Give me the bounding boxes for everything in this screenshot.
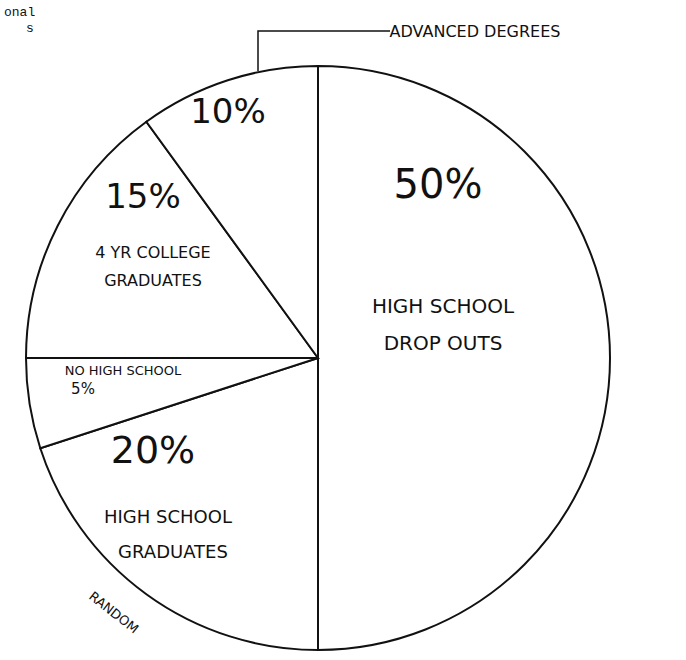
svg-text:ADVANCED DEGREES: ADVANCED DEGREES (390, 22, 561, 41)
svg-text:4 YR COLLEGE: 4 YR COLLEGE (95, 243, 210, 262)
svg-text:GRADUATES: GRADUATES (118, 541, 228, 562)
svg-text:15%: 15% (105, 176, 181, 216)
svg-text:s: s (26, 21, 34, 36)
svg-text:50%: 50% (394, 161, 483, 207)
svg-text:NO HIGH SCHOOL: NO HIGH SCHOOL (65, 363, 182, 378)
svg-text:GRADUATES: GRADUATES (104, 271, 202, 290)
svg-text:5%: 5% (71, 380, 95, 398)
svg-text:HIGH SCHOOL: HIGH SCHOOL (104, 506, 232, 527)
svg-text:20%: 20% (111, 428, 195, 472)
svg-text:onal: onal (4, 5, 35, 20)
svg-text:RANDOM: RANDOM (86, 589, 141, 637)
svg-text:HIGH SCHOOL: HIGH SCHOOL (372, 294, 515, 318)
svg-text:DROP OUTS: DROP OUTS (384, 331, 503, 355)
svg-text:10%: 10% (190, 91, 266, 131)
